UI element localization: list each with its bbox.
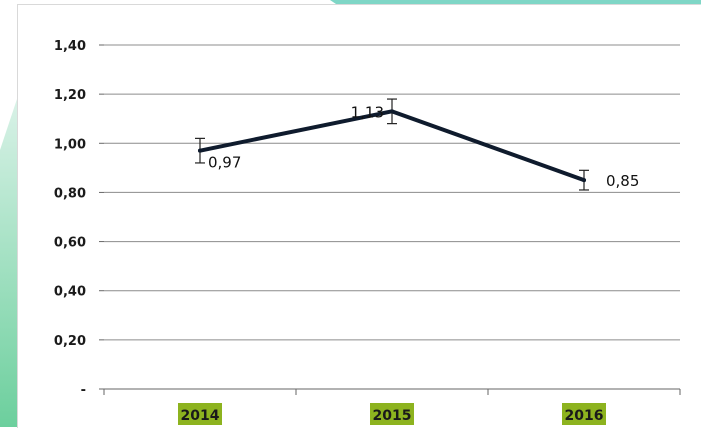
- category-label-highlight: [562, 403, 606, 425]
- category-label: 2015: [373, 408, 412, 424]
- y-tick-label: 1,20: [54, 88, 86, 103]
- y-axis-tick-labels: - 0,20 0,40 0,60 0,80 1,00 1,20 1,40: [54, 39, 104, 398]
- gridlines: [104, 44, 680, 341]
- category-label-highlight: [370, 403, 414, 425]
- y-tick-label: 0,80: [54, 186, 86, 201]
- data-label: 0,85: [606, 172, 639, 190]
- data-label: 1,13: [351, 103, 384, 121]
- y-tick-label: 0,60: [54, 236, 86, 251]
- data-labels: 0,97 1,13 0,85: [208, 103, 639, 190]
- x-axis-category-labels: 2014 2015 2016: [178, 403, 606, 425]
- category-label-highlight: [178, 403, 222, 425]
- data-series: [195, 98, 589, 191]
- y-tick-label: 0,20: [54, 334, 86, 349]
- data-point: [198, 148, 202, 153]
- category-label: 2014: [181, 408, 220, 424]
- y-tick-label: -: [81, 383, 86, 398]
- chart-panel: -0,20 0,40 0,60 0,80 1,00 1,20 1,40 2014 2015 20…: [17, 4, 700, 428]
- data-label: 0,97: [208, 154, 241, 172]
- data-point: [582, 178, 586, 183]
- data-point: [390, 109, 394, 114]
- y-tick-label: 1,00: [54, 137, 86, 152]
- line-chart: -0,200,400,600,801,001,201,40 2014 2015 20…: [54, 39, 681, 425]
- x-axis: [103, 388, 681, 395]
- category-label: 2016: [565, 408, 604, 424]
- y-tick-label: 1,40: [54, 39, 86, 54]
- y-tick-label: 0,40: [54, 285, 86, 300]
